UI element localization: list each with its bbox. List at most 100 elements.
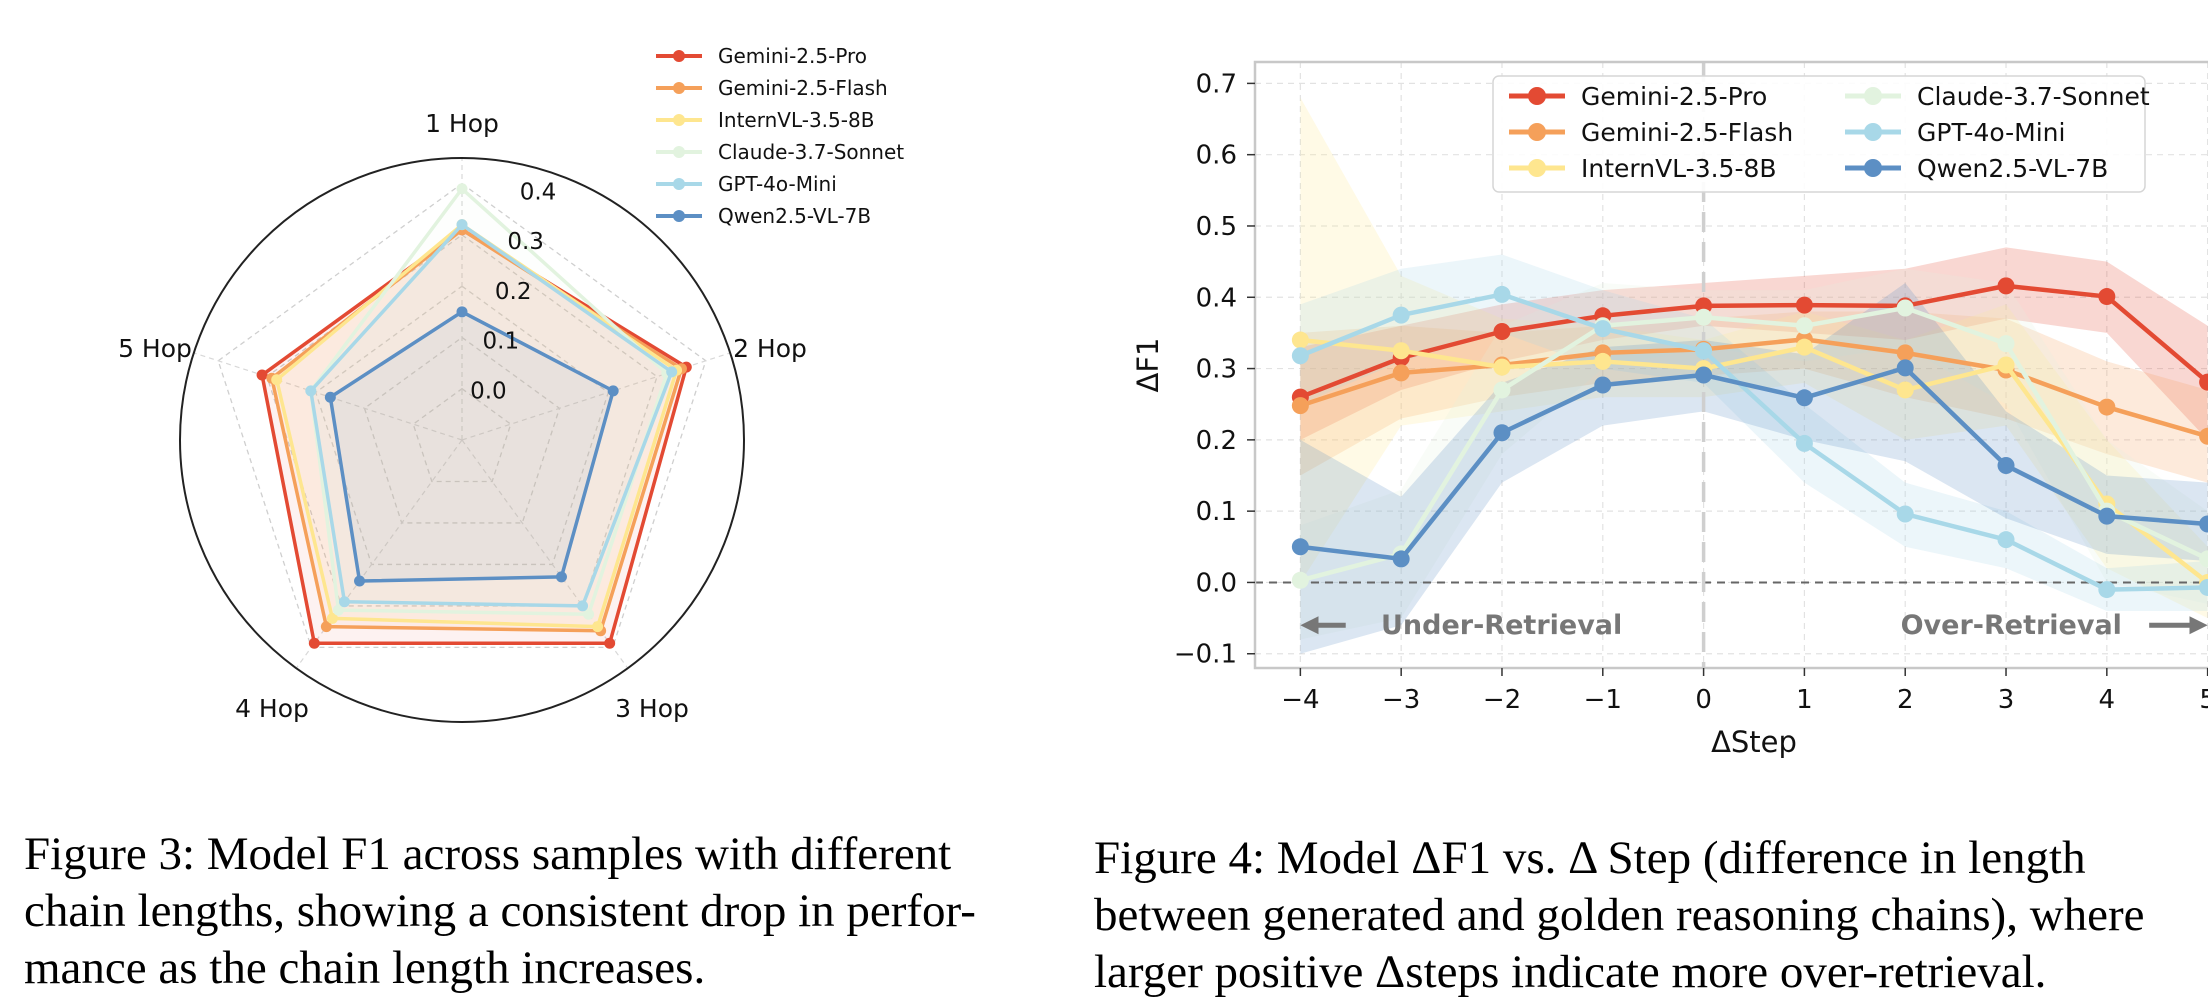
legend-label: InternVL-3.5-8B <box>718 108 874 132</box>
radar-point <box>256 369 268 381</box>
series-line <box>1299 337 2208 439</box>
y-tick-label: 0.5 <box>1196 212 1237 242</box>
legend-marker <box>673 82 685 94</box>
data-point <box>1291 397 1309 415</box>
radar-point <box>666 366 678 378</box>
data-point <box>2199 578 2208 596</box>
radar-point <box>332 604 344 616</box>
radar-point <box>583 608 595 620</box>
caption-line: larger positive Δsteps indicate more ove… <box>1094 946 2047 998</box>
radar-point <box>456 306 468 318</box>
data-point <box>1695 342 1713 360</box>
series-line <box>1299 283 2208 400</box>
data-point <box>1896 299 1914 317</box>
data-point <box>1997 457 2015 475</box>
data-point <box>1997 335 2015 353</box>
radar-point <box>324 391 336 403</box>
radar-tick-label: 0.4 <box>520 179 557 205</box>
radar-series-fill <box>271 229 682 631</box>
over-retrieval-arrow-head <box>2189 616 2208 635</box>
radar-point <box>320 621 332 633</box>
data-point <box>1291 331 1309 349</box>
x-tick-label: −3 <box>1382 685 1420 715</box>
data-point <box>2199 515 2208 533</box>
legend-label: Gemini-2.5-Flash <box>718 76 888 100</box>
radar-point <box>607 385 619 397</box>
radar-series-line <box>274 222 679 629</box>
y-tick-label: 0.1 <box>1196 497 1237 527</box>
radar-axis-label: 5 Hop <box>118 334 192 363</box>
data-point <box>1291 538 1309 556</box>
legend-marker <box>1528 123 1546 141</box>
radar-grid-ring <box>266 234 658 607</box>
radar-grid-ring <box>314 285 610 566</box>
data-point <box>1896 359 1914 377</box>
x-tick-label: 0 <box>1695 685 1712 715</box>
radar-tick-label: 0.3 <box>507 229 544 255</box>
legend-marker <box>673 210 685 222</box>
x-tick-label: −1 <box>1584 685 1622 715</box>
radar-series-fill <box>262 229 687 644</box>
data-point <box>1795 338 1813 356</box>
legend-marker <box>1864 159 1882 177</box>
radar-axis-label: 3 Hop <box>615 694 689 723</box>
figure-3-caption: Figure 3: Model F1 across samples with d… <box>24 826 1064 997</box>
data-point <box>1594 352 1612 370</box>
radar-series-line <box>328 310 615 583</box>
legend-marker <box>1864 87 1882 105</box>
series-line <box>1300 365 2208 562</box>
data-point <box>1594 376 1612 394</box>
radar-tick-label: 0.2 <box>495 279 532 305</box>
data-point <box>2199 550 2208 568</box>
radar-chart: 0.0 0.1 0.2 0.3 0.4 1 Hop 2 Hop 3 Hop 4 Hop 5 Hop… <box>118 44 904 723</box>
x-tick-label: −4 <box>1281 685 1319 715</box>
legend-label: Claude-3.7-Sonnet <box>718 140 904 164</box>
data-point <box>2098 288 2116 306</box>
radar-point <box>456 183 468 195</box>
legend-label: GPT-4o-Mini <box>1917 118 2065 147</box>
radar-point <box>592 621 604 633</box>
data-point <box>1493 424 1511 442</box>
radar-axis-label: 4 Hop <box>235 694 309 723</box>
legend-label: Gemini-2.5-Pro <box>718 44 867 68</box>
series-line <box>1300 337 2208 585</box>
data-point <box>1392 342 1410 360</box>
radar-series-fill <box>330 311 614 582</box>
radar-series-line <box>309 222 674 608</box>
series-line <box>1299 292 2208 592</box>
x-tick-label: 4 <box>2099 685 2116 715</box>
data-point <box>1896 344 1914 362</box>
data-point <box>1997 356 2015 374</box>
radar-tick-label: 0.1 <box>483 329 520 355</box>
data-point <box>1795 317 1813 335</box>
under-retrieval-label: Under-Retrieval <box>1381 610 1622 641</box>
legend-marker <box>1864 123 1882 141</box>
data-point <box>1493 358 1511 376</box>
data-point <box>2098 507 2116 525</box>
legend-marker <box>673 178 685 190</box>
radar-point <box>456 219 468 231</box>
data-point <box>1392 550 1410 568</box>
data-point <box>1392 364 1410 382</box>
radar-point <box>577 600 589 612</box>
caption-line: chain lengths, showing a consistent drop… <box>24 885 976 937</box>
figure-4-caption: Figure 4: Model ΔF1 vs. Δ Step (differen… <box>1094 830 2204 1001</box>
legend-label: GPT-4o-Mini <box>718 172 837 196</box>
confidence-band <box>1300 247 2208 440</box>
data-point <box>1695 366 1713 384</box>
legend-marker <box>673 50 685 62</box>
legend-label: Qwen2.5-VL-7B <box>1917 154 2108 183</box>
series-line <box>1299 305 2208 583</box>
radar-axis-label: 2 Hop <box>733 334 807 363</box>
y-tick-label: 0.6 <box>1196 141 1237 171</box>
data-point <box>1695 308 1713 326</box>
radar-series-line <box>270 228 684 633</box>
data-point <box>1493 381 1511 399</box>
caption-line: mance as the chain length increases. <box>24 942 706 994</box>
over-retrieval-label: Over-Retrieval <box>1901 610 2122 641</box>
data-point <box>1392 306 1410 324</box>
data-point <box>1795 296 1813 314</box>
radar-point <box>338 596 350 608</box>
y-tick-label: 0.3 <box>1196 355 1237 385</box>
data-point <box>1795 389 1813 407</box>
